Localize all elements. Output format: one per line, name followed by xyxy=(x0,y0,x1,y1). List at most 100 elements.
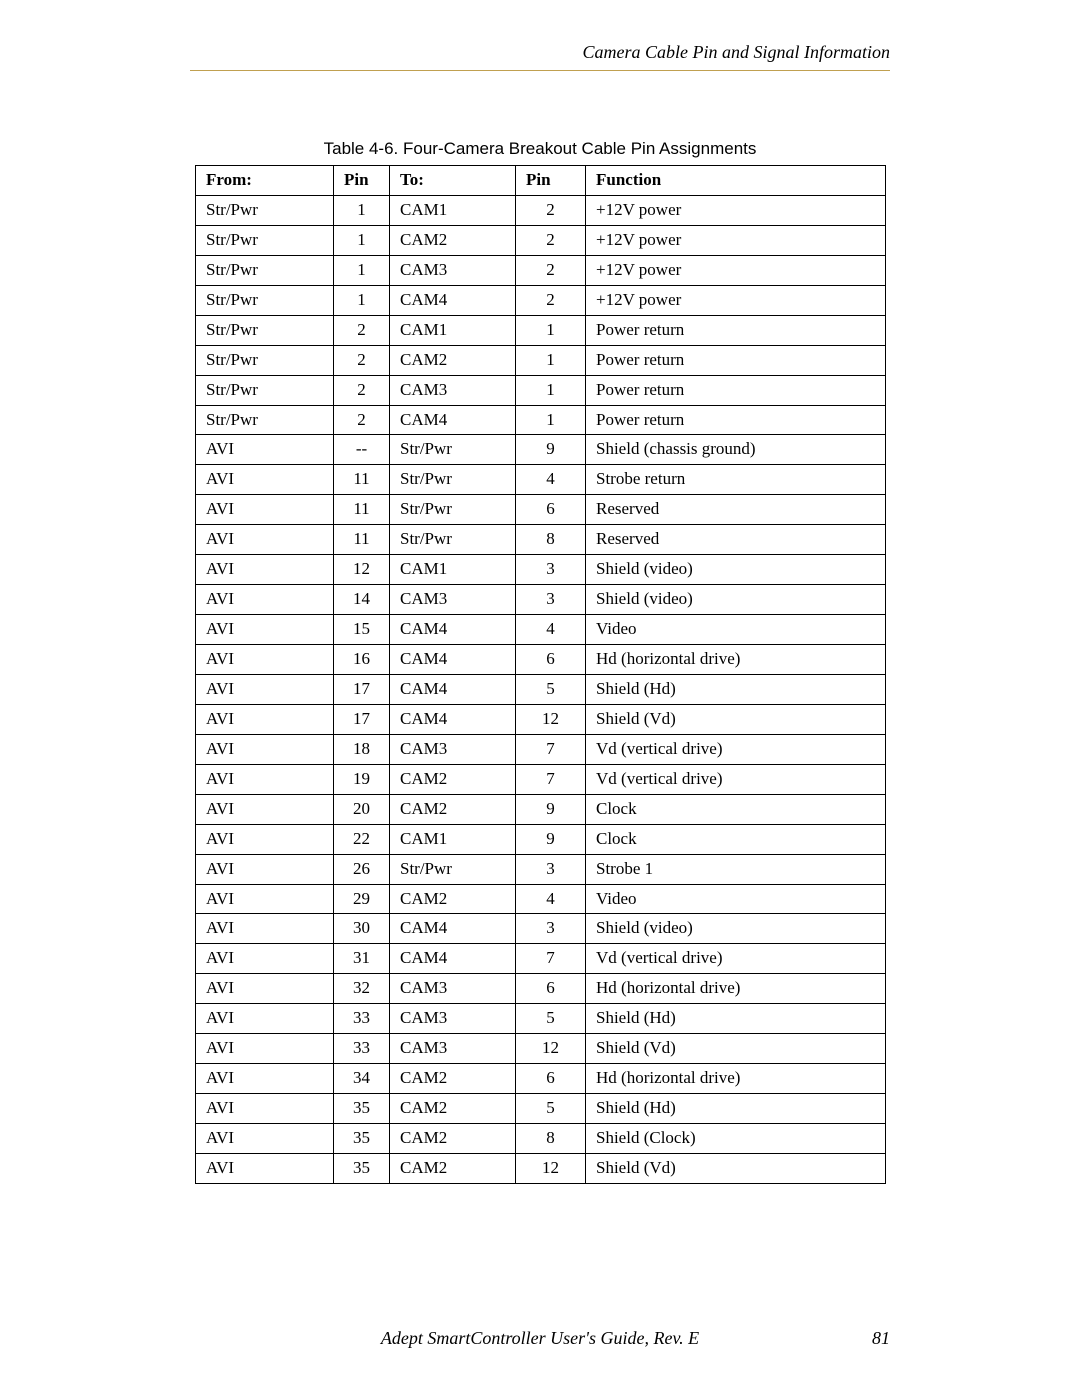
table-cell: Hd (horizontal drive) xyxy=(586,645,886,675)
table-cell: AVI xyxy=(196,525,334,555)
table-cell: 16 xyxy=(334,645,390,675)
table-cell: AVI xyxy=(196,1153,334,1183)
table-cell: 1 xyxy=(516,375,586,405)
table-cell: 2 xyxy=(334,345,390,375)
header-rule xyxy=(190,70,890,71)
table-row: AVI14CAM33Shield (video) xyxy=(196,585,886,615)
table-cell: 15 xyxy=(334,615,390,645)
table-cell: 2 xyxy=(516,285,586,315)
table-row: Str/Pwr2CAM41Power return xyxy=(196,405,886,435)
table-cell: 19 xyxy=(334,764,390,794)
table-cell: 35 xyxy=(334,1094,390,1124)
table-cell: 3 xyxy=(516,914,586,944)
table-cell: CAM4 xyxy=(390,704,516,734)
table-cell: 2 xyxy=(334,315,390,345)
table-cell: CAM3 xyxy=(390,1034,516,1064)
table-cell: CAM2 xyxy=(390,884,516,914)
col-header-to: To: xyxy=(390,166,516,196)
page-number: 81 xyxy=(872,1328,890,1349)
table-row: Str/Pwr1CAM42+12V power xyxy=(196,285,886,315)
table-row: AVI17CAM412Shield (Vd) xyxy=(196,704,886,734)
table-cell: 12 xyxy=(516,1153,586,1183)
table-cell: AVI xyxy=(196,645,334,675)
table-cell: Str/Pwr xyxy=(390,495,516,525)
table-row: AVI32CAM36Hd (horizontal drive) xyxy=(196,974,886,1004)
table-row: AVI30CAM43Shield (video) xyxy=(196,914,886,944)
table-cell: 1 xyxy=(334,195,390,225)
table-cell: AVI xyxy=(196,914,334,944)
section-header: Camera Cable Pin and Signal Information xyxy=(583,42,891,63)
table-cell: CAM2 xyxy=(390,794,516,824)
table-cell: 9 xyxy=(516,435,586,465)
col-header-pin1: Pin xyxy=(334,166,390,196)
table-row: AVI33CAM312Shield (Vd) xyxy=(196,1034,886,1064)
table-cell: 3 xyxy=(516,555,586,585)
table-cell: CAM1 xyxy=(390,824,516,854)
table-cell: Reserved xyxy=(586,495,886,525)
table-row: AVI17CAM45Shield (Hd) xyxy=(196,674,886,704)
table-cell: CAM2 xyxy=(390,1153,516,1183)
table-row: Str/Pwr1CAM12+12V power xyxy=(196,195,886,225)
table-cell: Str/Pwr xyxy=(196,405,334,435)
table-cell: CAM3 xyxy=(390,1004,516,1034)
table-row: AVI19CAM27Vd (vertical drive) xyxy=(196,764,886,794)
table-cell: AVI xyxy=(196,824,334,854)
table-cell: CAM1 xyxy=(390,315,516,345)
table-cell: AVI xyxy=(196,465,334,495)
table-row: AVI11Str/Pwr6Reserved xyxy=(196,495,886,525)
table-row: Str/Pwr1CAM22+12V power xyxy=(196,225,886,255)
table-cell: 2 xyxy=(334,375,390,405)
table-cell: Clock xyxy=(586,794,886,824)
table-cell: Str/Pwr xyxy=(196,225,334,255)
table-row: AVI12CAM13Shield (video) xyxy=(196,555,886,585)
table-cell: AVI xyxy=(196,1094,334,1124)
table-cell: CAM4 xyxy=(390,285,516,315)
table-cell: 7 xyxy=(516,944,586,974)
col-header-pin2: Pin xyxy=(516,166,586,196)
table-cell: Shield (Clock) xyxy=(586,1124,886,1154)
table-cell: +12V power xyxy=(586,255,886,285)
table-cell: Shield (chassis ground) xyxy=(586,435,886,465)
table-cell: 30 xyxy=(334,914,390,944)
table-row: AVI26Str/Pwr3Strobe 1 xyxy=(196,854,886,884)
table-cell: 2 xyxy=(516,195,586,225)
table-cell: 4 xyxy=(516,465,586,495)
table-cell: Str/Pwr xyxy=(196,195,334,225)
table-cell: 1 xyxy=(334,285,390,315)
table-cell: 4 xyxy=(516,884,586,914)
table-cell: Power return xyxy=(586,345,886,375)
table-cell: 6 xyxy=(516,974,586,1004)
table-cell: +12V power xyxy=(586,195,886,225)
table-cell: Shield (video) xyxy=(586,585,886,615)
table-cell: 22 xyxy=(334,824,390,854)
table-cell: 35 xyxy=(334,1124,390,1154)
table-cell: 3 xyxy=(516,585,586,615)
table-cell: Vd (vertical drive) xyxy=(586,734,886,764)
table-cell: AVI xyxy=(196,1034,334,1064)
table-cell: Shield (Hd) xyxy=(586,1094,886,1124)
table-cell: 9 xyxy=(516,824,586,854)
table-cell: CAM3 xyxy=(390,255,516,285)
col-header-from: From: xyxy=(196,166,334,196)
table-cell: Str/Pwr xyxy=(196,345,334,375)
table-cell: 17 xyxy=(334,704,390,734)
table-cell: 6 xyxy=(516,645,586,675)
table-cell: +12V power xyxy=(586,285,886,315)
table-cell: Str/Pwr xyxy=(196,375,334,405)
table-cell: Shield (Vd) xyxy=(586,1153,886,1183)
table-cell: Shield (video) xyxy=(586,555,886,585)
table-cell: CAM3 xyxy=(390,375,516,405)
table-cell: Str/Pwr xyxy=(390,465,516,495)
table-cell: 2 xyxy=(516,225,586,255)
table-cell: Shield (Hd) xyxy=(586,1004,886,1034)
table-cell: Shield (video) xyxy=(586,914,886,944)
table-cell: CAM2 xyxy=(390,1064,516,1094)
table-cell: CAM1 xyxy=(390,195,516,225)
table-cell: Shield (Vd) xyxy=(586,704,886,734)
table-cell: 8 xyxy=(516,1124,586,1154)
table-row: AVI35CAM25Shield (Hd) xyxy=(196,1094,886,1124)
table-cell: AVI xyxy=(196,674,334,704)
table-cell: 1 xyxy=(334,225,390,255)
table-cell: CAM4 xyxy=(390,944,516,974)
table-cell: AVI xyxy=(196,734,334,764)
